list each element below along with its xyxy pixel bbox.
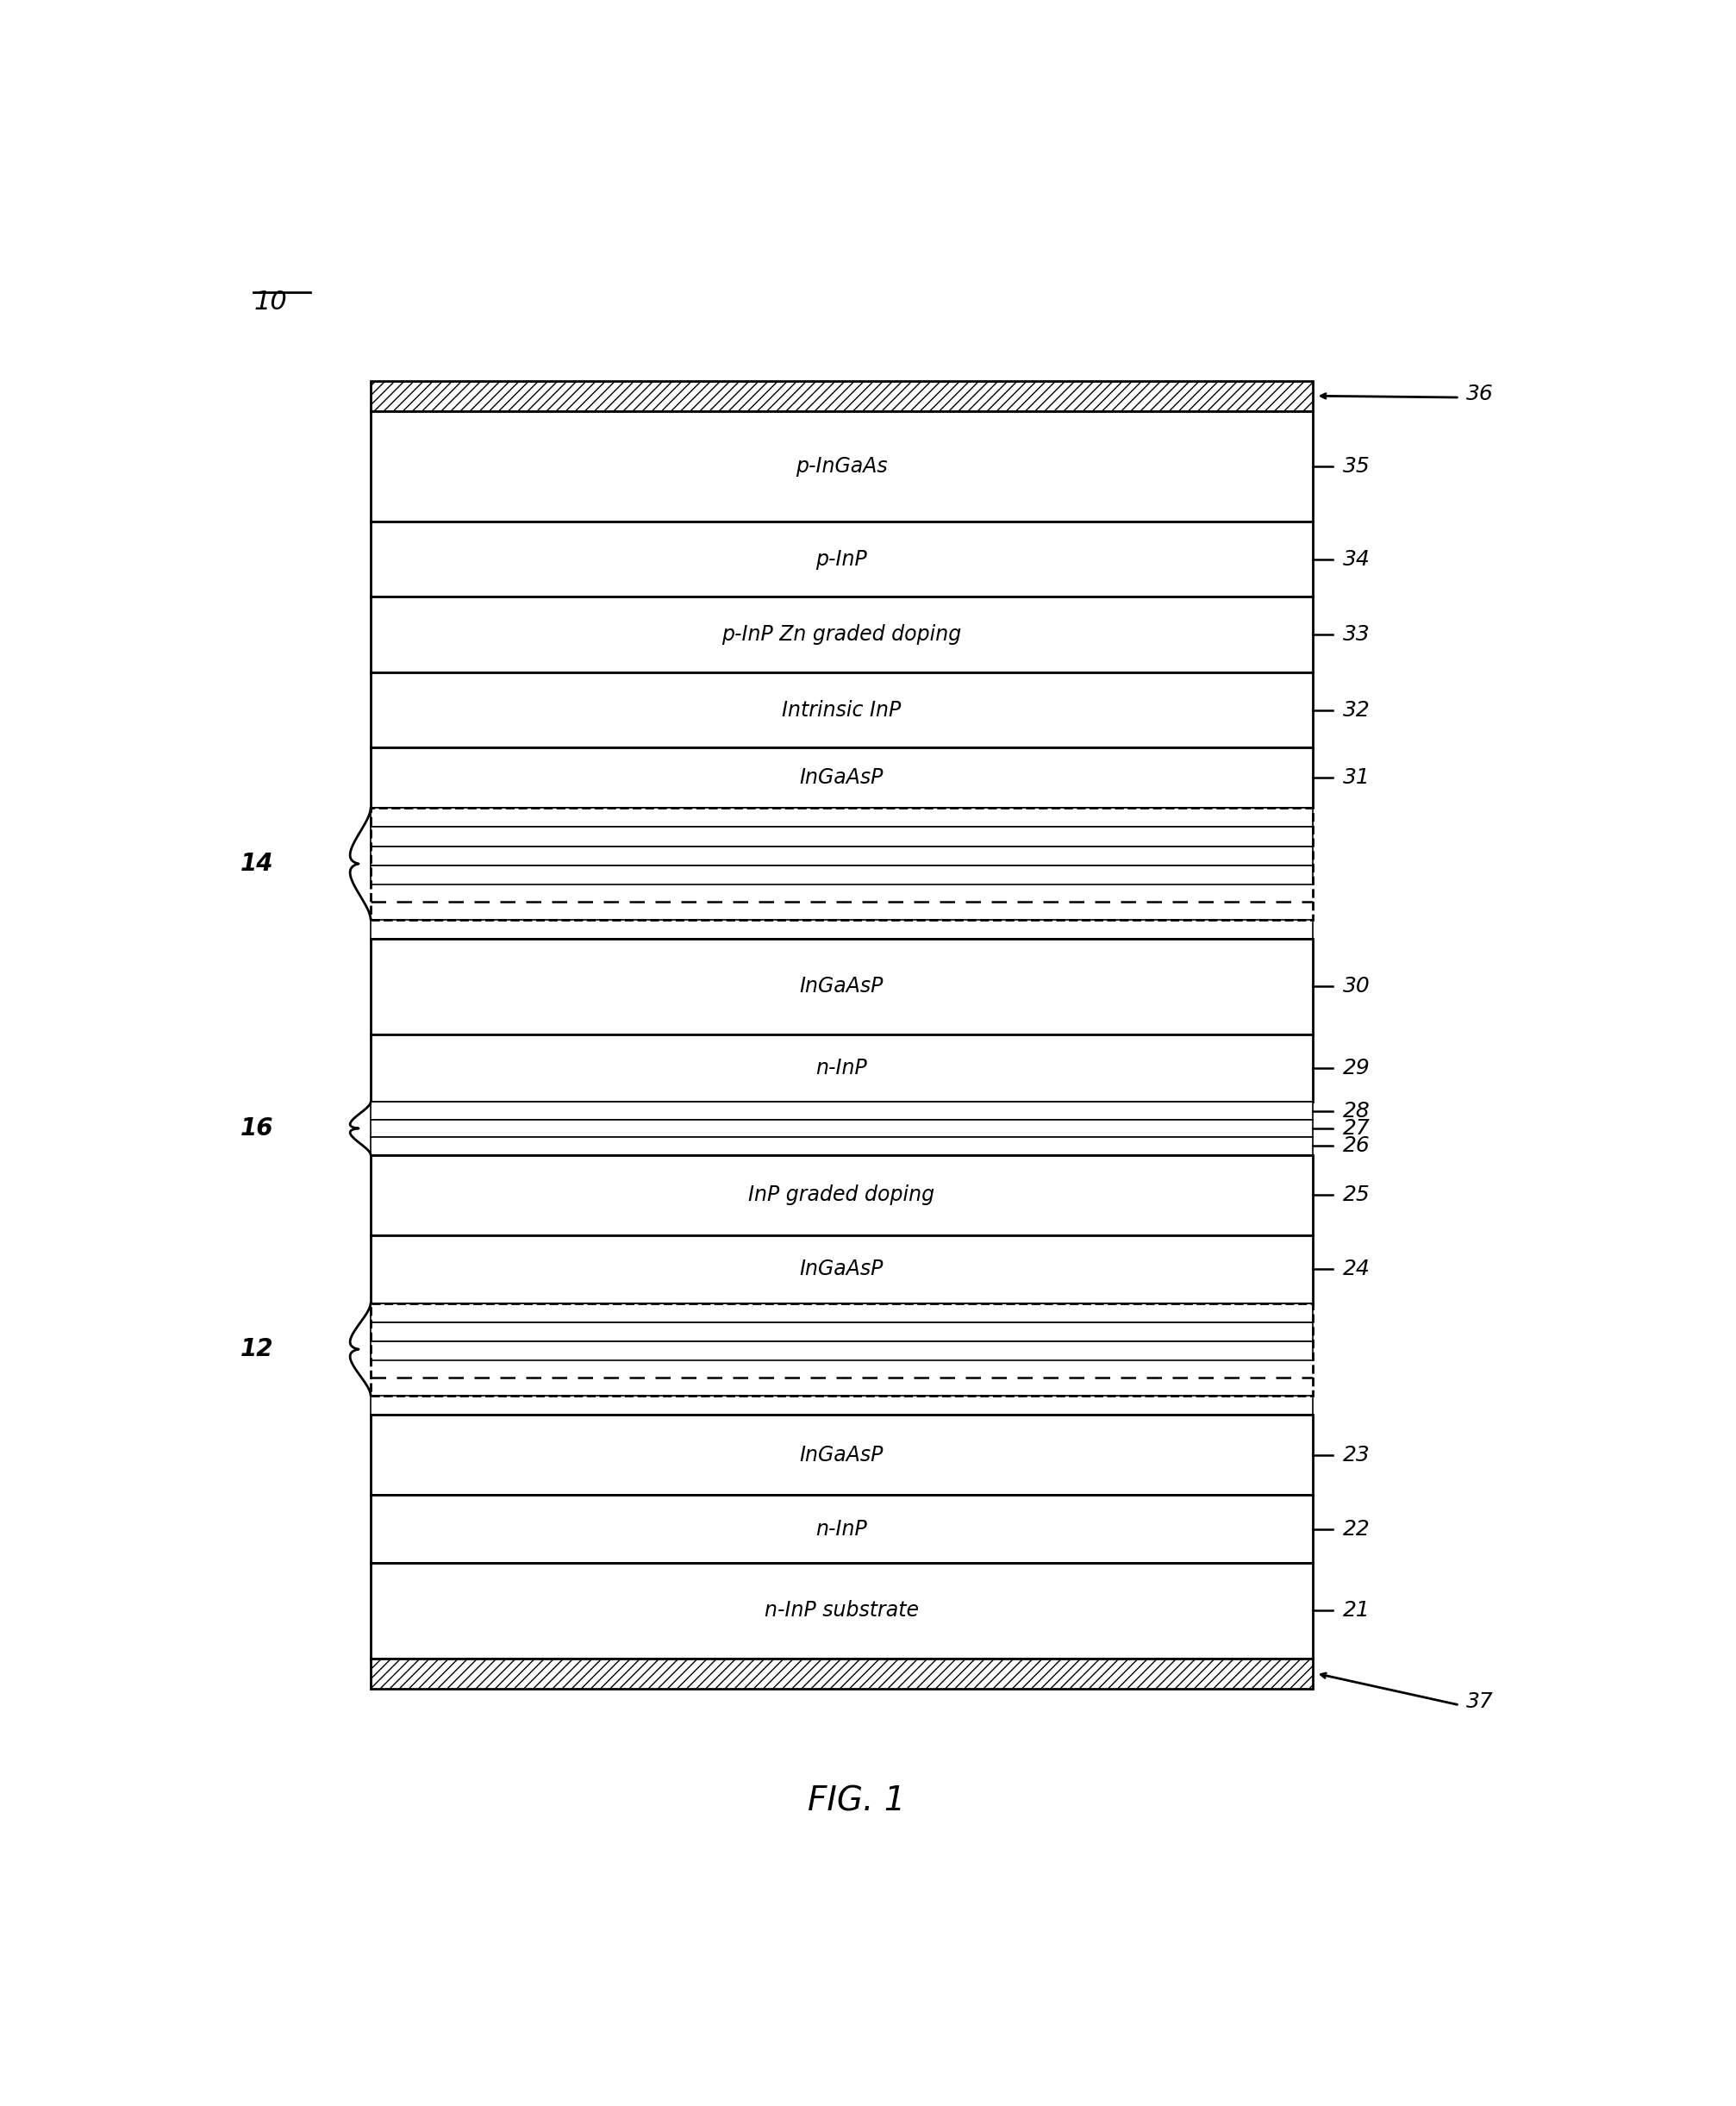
Text: n-InP substrate: n-InP substrate	[764, 1601, 918, 1622]
Bar	[372, 381, 1312, 411]
Bar	[372, 1563, 1312, 1657]
Text: 16: 16	[241, 1116, 274, 1141]
Bar	[372, 1034, 1312, 1101]
Text: FIG. 1: FIG. 1	[807, 1786, 904, 1817]
Bar	[372, 847, 1312, 866]
Text: n-InP: n-InP	[816, 1518, 868, 1539]
Text: InGaAsP: InGaAsP	[800, 1445, 884, 1466]
Bar	[372, 809, 1312, 828]
Text: 27: 27	[1342, 1118, 1370, 1139]
Text: 28: 28	[1342, 1101, 1370, 1120]
Text: 35: 35	[1342, 455, 1370, 476]
Text: 29: 29	[1342, 1057, 1370, 1078]
Text: 10: 10	[253, 289, 286, 314]
Text: 21: 21	[1342, 1601, 1370, 1622]
Text: 22: 22	[1342, 1518, 1370, 1539]
Text: 12: 12	[241, 1337, 274, 1360]
Bar	[372, 1120, 1312, 1137]
Text: 34: 34	[1342, 550, 1370, 569]
Text: InGaAsP: InGaAsP	[800, 1259, 884, 1280]
Bar	[372, 920, 1312, 939]
Text: InGaAsP: InGaAsP	[800, 975, 884, 996]
Text: 33: 33	[1342, 623, 1370, 644]
Bar	[372, 1304, 1312, 1323]
Text: 26: 26	[1342, 1135, 1370, 1156]
Text: 30: 30	[1342, 975, 1370, 996]
Text: InP graded doping: InP graded doping	[748, 1186, 934, 1205]
Text: p-InP: p-InP	[816, 550, 868, 569]
Text: p-InP Zn graded doping: p-InP Zn graded doping	[722, 623, 962, 644]
Text: 31: 31	[1342, 767, 1370, 788]
Bar	[372, 748, 1312, 809]
Bar	[372, 1415, 1312, 1495]
Bar	[372, 596, 1312, 672]
Bar	[372, 1101, 1312, 1120]
Bar	[372, 1137, 1312, 1154]
Bar	[372, 1304, 1312, 1396]
Text: InGaAsP: InGaAsP	[800, 767, 884, 788]
Bar	[372, 522, 1312, 596]
Text: 23: 23	[1342, 1445, 1370, 1466]
Bar	[372, 1323, 1312, 1342]
Bar	[372, 939, 1312, 1034]
Text: p-InGaAs: p-InGaAs	[795, 455, 887, 476]
Bar	[372, 1342, 1312, 1360]
Text: 24: 24	[1342, 1259, 1370, 1280]
Bar	[372, 866, 1312, 885]
Text: 14: 14	[241, 851, 274, 876]
Text: 37: 37	[1467, 1691, 1493, 1712]
Bar	[372, 1495, 1312, 1563]
Bar	[372, 828, 1312, 847]
Bar	[372, 672, 1312, 748]
Text: 32: 32	[1342, 699, 1370, 720]
Bar	[372, 1396, 1312, 1415]
Text: 25: 25	[1342, 1186, 1370, 1205]
Text: n-InP: n-InP	[816, 1057, 868, 1078]
Bar	[372, 1154, 1312, 1236]
Bar	[372, 1236, 1312, 1304]
Bar	[372, 809, 1312, 920]
Bar	[372, 1657, 1312, 1689]
Text: Intrinsic InP: Intrinsic InP	[781, 699, 901, 720]
Bar	[372, 411, 1312, 522]
Text: 36: 36	[1467, 383, 1493, 404]
